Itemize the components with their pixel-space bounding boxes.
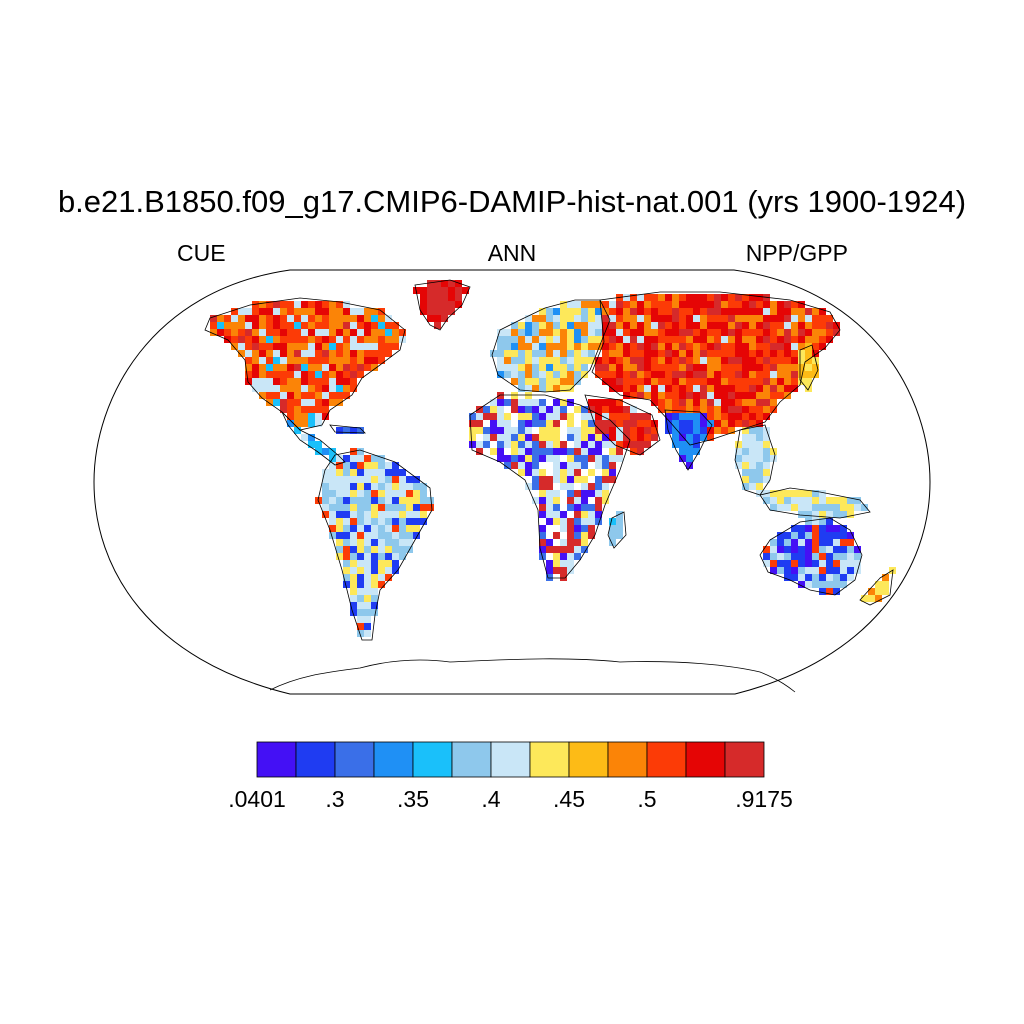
colorbar-label-3: .4 [481,786,501,812]
colorbar-box-10 [646,741,687,778]
outline-southeast-asia [734,424,776,496]
left-string: CUE [177,240,226,266]
outline-africa [469,394,631,579]
colorbar-box-11 [685,741,726,778]
outline-japan [799,344,819,391]
colorbar-box-7 [529,741,570,778]
colorbar-label-1: .3 [325,786,345,812]
colorbar-label-2: .35 [397,786,429,812]
colorbar-labels: .0401 .3 .35 .4 .45 .5 .9175 [0,786,1024,816]
colorbar-label-0: .0401 [228,786,286,812]
colorbar-box-2 [334,741,375,778]
land-asia [595,294,840,441]
outline-south-america [317,449,433,641]
map-border [93,269,931,695]
land-europe [490,301,609,392]
land-cells [210,280,896,637]
colorbar-label-4: .45 [553,786,585,812]
outline-asia [591,291,841,446]
outline-north-america [204,297,406,431]
continent-outlines [204,279,894,693]
outline-australia [759,517,863,596]
land-new-zealand [861,567,896,602]
colorbar-box-12 [724,741,765,778]
outline-caribbean [329,424,366,434]
land-arabia [588,399,658,455]
center-string: ANN [487,240,537,266]
land-south-america [315,448,434,637]
land-north-america [210,301,406,427]
plot-title: b.e21.B1850.f09_g17.CMIP6-DAMIP-hist-nat… [57,184,967,219]
outline-arabia [584,394,661,456]
colorbar-box-1 [295,741,336,778]
colorbar-box-5 [451,741,492,778]
colorbar-box-3 [373,741,414,778]
outline-india [664,409,713,471]
land-indonesia [763,490,868,518]
colorbar-label-5: .5 [637,786,657,812]
outline-europe [491,299,611,393]
colorbar-box-9 [607,741,648,778]
colorbar [256,741,765,778]
colorbar-box-6 [490,741,531,778]
land-southeast-asia [735,427,777,497]
right-string: NPP/GPP [745,240,848,266]
colorbar-box-8 [568,741,609,778]
land-australia [763,518,861,595]
outline-central-america [281,411,346,466]
colorbar-box-0 [256,741,297,778]
outline-antarctica [269,658,796,693]
outline-madagascar [607,511,627,549]
outline-greenland [414,279,471,331]
colorbar-box-4 [412,741,453,778]
outline-indonesia [759,487,871,519]
land-caribbean [336,427,364,434]
colorbar-label-6: .9175 [735,786,793,812]
outline-new-zealand [859,569,894,606]
land-greenland [413,280,469,329]
